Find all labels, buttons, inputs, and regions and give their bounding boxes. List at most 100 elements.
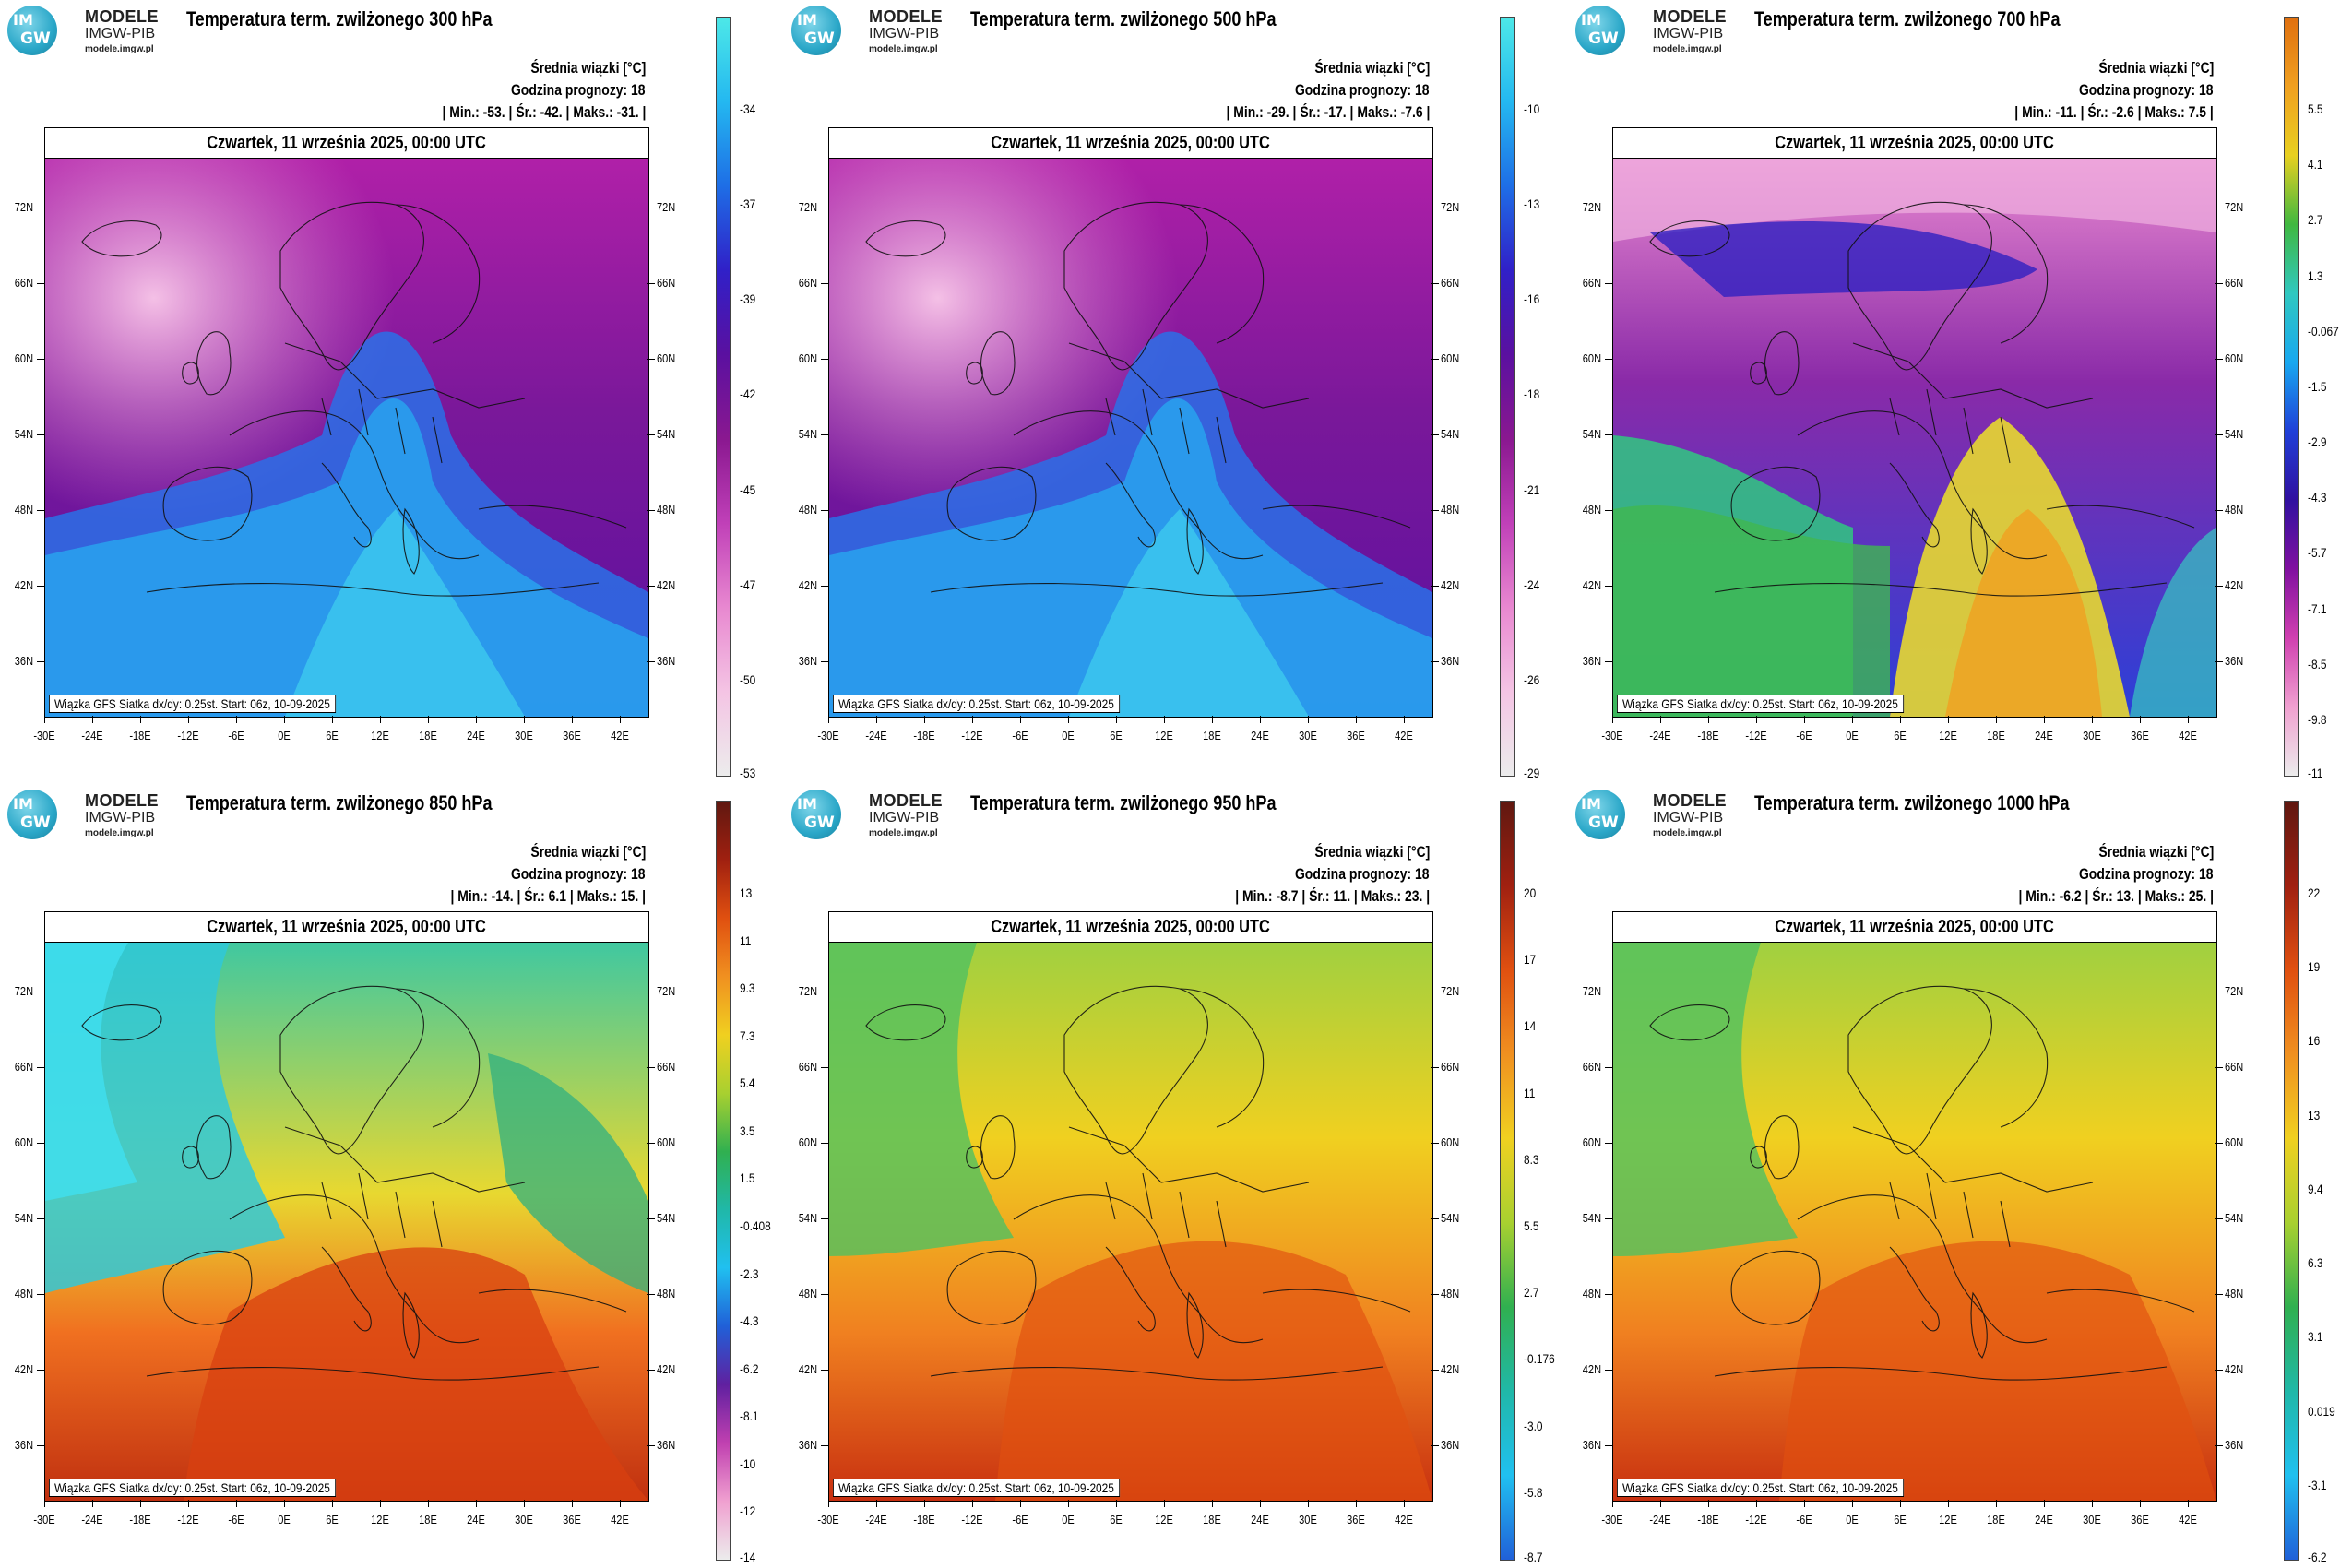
longitude-tick	[188, 1500, 189, 1507]
latitude-tick	[1431, 1067, 1439, 1068]
latitude-tick	[821, 510, 828, 511]
forecast-hour: Godzina prognozy: 18	[1295, 865, 1430, 883]
colorbar	[716, 801, 731, 1561]
longitude-tick	[1260, 716, 1261, 723]
longitude-tick	[2140, 716, 2141, 723]
colorbar-label: -8.1	[740, 1408, 759, 1424]
colorbar-label: -37	[740, 196, 756, 212]
longitude-label: 42E	[611, 1513, 629, 1526]
logo-globe-icon: IM GW	[1575, 6, 1625, 55]
latitude-tick	[37, 586, 44, 587]
latitude-label: 42N	[2225, 578, 2244, 592]
latitude-label: 54N	[14, 1211, 34, 1225]
forecast-hour: Godzina prognozy: 18	[2079, 81, 2214, 99]
colorbar-label: -14	[740, 1550, 756, 1564]
latitude-label: 66N	[1582, 276, 1602, 290]
stats-line: | Min.: -14. | Śr.: 6.1 | Maks.: 15. |	[450, 887, 646, 905]
longitude-tick	[828, 716, 829, 723]
latitude-label: 54N	[798, 427, 818, 441]
longitude-tick	[2092, 1500, 2093, 1507]
map-frame: Czwartek, 11 września 2025, 00:00 UTC Wi…	[1612, 911, 2217, 1502]
longitude-tick	[380, 716, 381, 723]
latitude-tick	[821, 1143, 828, 1144]
colorbar-label: 13	[2308, 1107, 2321, 1123]
date-text: Czwartek, 11 września 2025, 00:00 UTC	[1775, 917, 2055, 937]
latitude-label: 60N	[657, 351, 676, 365]
latitude-tick	[1431, 1294, 1439, 1295]
longitude-label: 30E	[2083, 729, 2101, 742]
longitude-tick	[140, 1500, 141, 1507]
longitude-tick	[2044, 1500, 2045, 1507]
latitude-label: 54N	[1441, 1211, 1460, 1225]
latitude-tick	[647, 1143, 655, 1144]
latitude-label: 66N	[1441, 1060, 1460, 1074]
latitude-tick	[821, 1294, 828, 1295]
colorbar-label: -34	[740, 101, 756, 116]
colorbar-label: 19	[2308, 959, 2321, 975]
longitude-label: -6E	[228, 729, 244, 742]
longitude-label: 30E	[515, 729, 533, 742]
panel-title: Temperatura term. zwilżonego 500 hPa	[970, 7, 1277, 30]
longitude-tick	[1804, 1500, 1805, 1507]
info-title: Średnia wiązki [°C]	[2098, 843, 2214, 861]
longitude-label: -18E	[129, 729, 151, 742]
logo-text-url: modele.imgw.pl	[1653, 44, 1722, 54]
latitude-tick	[821, 434, 828, 435]
latitude-label: 48N	[2225, 1287, 2244, 1301]
latitude-label: 54N	[798, 1211, 818, 1225]
latitude-label: 36N	[1441, 654, 1460, 668]
latitude-tick	[37, 283, 44, 284]
colorbar-label: 13	[740, 885, 753, 900]
latitude-tick	[37, 359, 44, 360]
latitude-label: 42N	[798, 578, 818, 592]
logo-text-imgw: IMGW-PIB	[1653, 26, 1724, 42]
date-bar: Czwartek, 11 września 2025, 00:00 UTC	[1613, 128, 2216, 159]
panel-title: Temperatura term. zwilżonego 1000 hPa	[1754, 791, 2070, 814]
colorbar	[1500, 801, 1515, 1561]
longitude-tick	[1020, 716, 1021, 723]
panel-title: Temperatura term. zwilżonego 700 hPa	[1754, 7, 2061, 30]
imgw-logo: IM GW MODELE IMGW-PIB modele.imgw.pl	[7, 4, 164, 59]
longitude-tick	[1708, 716, 1709, 723]
date-text: Czwartek, 11 września 2025, 00:00 UTC	[1775, 133, 2055, 153]
longitude-label: 42E	[1395, 1513, 1413, 1526]
map-frame: Czwartek, 11 września 2025, 00:00 UTC Wi…	[44, 911, 649, 1502]
latitude-label: 66N	[14, 1060, 34, 1074]
colorbar-label: 3.1	[2308, 1329, 2323, 1345]
longitude-tick	[2044, 716, 2045, 723]
latitude-tick	[647, 1067, 655, 1068]
map-panel: IM GW MODELE IMGW-PIB modele.imgw.pl Tem…	[0, 0, 784, 784]
longitude-label: 36E	[1347, 729, 1365, 742]
panel-title: Temperatura term. zwilżonego 300 hPa	[186, 7, 493, 30]
longitude-label: -12E	[177, 1513, 199, 1526]
info-title: Średnia wiązki [°C]	[1314, 59, 1430, 77]
longitude-tick	[140, 716, 141, 723]
colorbar-label: 16	[2308, 1033, 2321, 1049]
imgw-logo: IM GW MODELE IMGW-PIB modele.imgw.pl	[1575, 788, 1732, 843]
longitude-tick	[44, 1500, 45, 1507]
logo-text-modele: MODELE	[869, 7, 944, 26]
longitude-tick	[1660, 716, 1661, 723]
latitude-tick	[1605, 1218, 1612, 1219]
panel-title: Temperatura term. zwilżonego 850 hPa	[186, 791, 493, 814]
longitude-tick	[284, 1500, 285, 1507]
colorbar-label: 11	[1524, 1085, 1536, 1100]
longitude-tick	[476, 716, 477, 723]
longitude-label: -24E	[865, 1513, 887, 1526]
latitude-label: 48N	[798, 503, 818, 517]
longitude-tick	[188, 716, 189, 723]
latitude-label: 36N	[2225, 1438, 2244, 1452]
colorbar-label: 6.3	[2308, 1255, 2323, 1271]
map-panel: IM GW MODELE IMGW-PIB modele.imgw.pl Tem…	[0, 784, 784, 1568]
latitude-label: 54N	[1582, 1211, 1602, 1225]
latitude-tick	[1431, 359, 1439, 360]
map-frame: Czwartek, 11 września 2025, 00:00 UTC Wi…	[44, 127, 649, 718]
colorbar-label: -47	[740, 576, 756, 592]
longitude-label: -30E	[1601, 1513, 1623, 1526]
longitude-tick	[524, 716, 525, 723]
temperature-field	[829, 943, 1432, 1501]
latitude-tick	[1431, 510, 1439, 511]
latitude-tick	[37, 1143, 44, 1144]
date-text: Czwartek, 11 września 2025, 00:00 UTC	[207, 917, 487, 937]
latitude-tick	[647, 1370, 655, 1371]
